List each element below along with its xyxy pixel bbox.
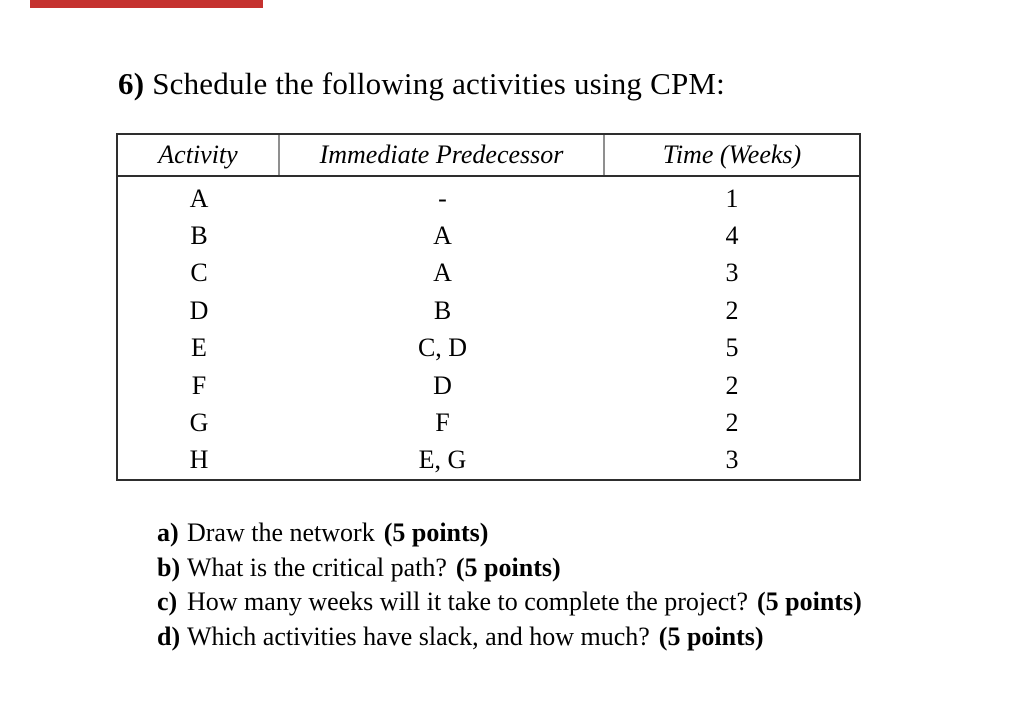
table-row: D B 2 xyxy=(118,292,859,329)
cell-predecessor: B xyxy=(433,295,452,325)
cell-predecessor: F xyxy=(435,407,450,437)
cell-activity: G xyxy=(189,407,209,437)
question-item: c) How many weeks will it take to comple… xyxy=(157,585,862,620)
question-item: d) Which activities have slack, and how … xyxy=(157,620,862,655)
cell-time: 5 xyxy=(725,333,739,363)
question-letter: d) xyxy=(157,621,181,651)
table-row: C A 3 xyxy=(118,255,859,292)
column-header-time: Time (Weeks) xyxy=(662,140,802,169)
cell-activity: H xyxy=(189,445,209,475)
cell-activity: F xyxy=(191,370,207,400)
cell-time: 2 xyxy=(725,370,739,400)
cell-predecessor: C, D xyxy=(417,333,468,363)
question-list: a) Draw the network (5 points) b) What i… xyxy=(157,516,862,654)
cell-activity: A xyxy=(189,183,209,213)
question-item: a) Draw the network (5 points) xyxy=(157,516,862,551)
cell-predecessor: A xyxy=(433,221,452,251)
column-header-activity: Activity xyxy=(118,135,280,175)
table-row: H E, G 3 xyxy=(118,442,859,479)
question-points: (5 points) xyxy=(757,587,862,617)
table-row: B A 4 xyxy=(118,217,859,254)
table-row: G F 2 xyxy=(118,404,859,441)
red-progress-bar xyxy=(30,0,263,8)
cell-time: 4 xyxy=(725,221,739,251)
cell-predecessor: D xyxy=(433,370,452,400)
cell-time: 2 xyxy=(725,407,739,437)
question-letter: a) xyxy=(157,518,179,548)
question-text: What is the critical path? xyxy=(187,552,447,582)
question-text: Draw the network xyxy=(187,518,375,548)
cell-activity: B xyxy=(190,221,208,251)
table-row: F D 2 xyxy=(118,367,859,404)
question-points: (5 points) xyxy=(455,552,561,582)
cell-time: 3 xyxy=(725,258,739,288)
cell-predecessor: - xyxy=(438,183,447,213)
question-text: Which activities have slack, and how muc… xyxy=(187,621,650,651)
question-item: b) What is the critical path? (5 points) xyxy=(157,551,862,586)
question-points: (5 points) xyxy=(383,518,489,548)
question-points: (5 points) xyxy=(658,621,764,651)
table-row: E C, D 5 xyxy=(118,330,859,367)
question-letter: b) xyxy=(157,552,181,582)
column-header-predecessor: Immediate Predecessor xyxy=(280,135,605,175)
question-text: How many weeks will it take to complete … xyxy=(187,587,748,617)
table-body: A - 1 B A 4 C A 3 D B 2 E C, D 5 xyxy=(118,177,859,479)
cell-activity: D xyxy=(189,295,209,325)
table-header-row: Activity Immediate Predecessor Time (Wee… xyxy=(118,135,859,177)
table-row: A - 1 xyxy=(118,180,859,217)
question-number: 6) xyxy=(118,66,153,101)
cell-predecessor: A xyxy=(433,258,452,288)
cell-predecessor: E, G xyxy=(418,445,467,475)
cell-activity: E xyxy=(191,333,207,363)
cell-time: 2 xyxy=(725,295,739,325)
activity-table: Activity Immediate Predecessor Time (Wee… xyxy=(116,133,861,481)
question-title-text: Schedule the following activities using … xyxy=(152,66,725,101)
question-title: 6) Schedule the following activities usi… xyxy=(118,66,725,102)
question-letter: c) xyxy=(157,587,178,617)
cell-time: 3 xyxy=(725,445,739,475)
cell-time: 1 xyxy=(725,183,739,213)
cell-activity: C xyxy=(190,258,208,288)
